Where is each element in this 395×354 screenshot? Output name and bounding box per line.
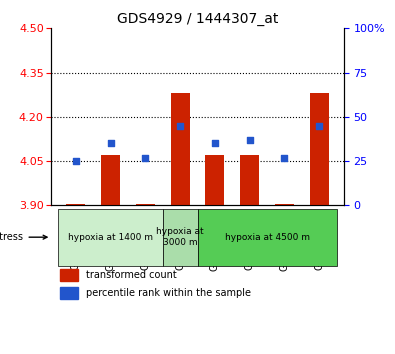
Text: hypoxia at
3000 m: hypoxia at 3000 m: [156, 228, 204, 247]
Bar: [171, 93, 190, 205]
FancyBboxPatch shape: [163, 209, 198, 266]
Text: hypoxia at 1400 m: hypoxia at 1400 m: [68, 233, 153, 242]
Text: transformed count: transformed count: [87, 270, 177, 280]
Point: [246, 137, 253, 143]
Text: percentile rank within the sample: percentile rank within the sample: [87, 288, 252, 298]
Point: [281, 155, 288, 160]
Text: hypoxia at 4500 m: hypoxia at 4500 m: [225, 233, 310, 242]
Point: [73, 158, 79, 164]
Point: [212, 141, 218, 146]
Bar: [240, 155, 259, 205]
FancyBboxPatch shape: [58, 209, 163, 266]
Point: [177, 123, 183, 129]
Bar: [310, 93, 329, 205]
Bar: [60, 287, 78, 299]
Bar: [66, 204, 85, 205]
Title: GDS4929 / 1444307_at: GDS4929 / 1444307_at: [117, 12, 278, 26]
Bar: [60, 269, 78, 281]
Text: stress: stress: [0, 232, 47, 242]
FancyBboxPatch shape: [198, 209, 337, 266]
Bar: [101, 155, 120, 205]
Point: [316, 123, 322, 129]
Bar: [205, 155, 224, 205]
Bar: [275, 204, 294, 205]
Point: [107, 141, 114, 146]
Point: [142, 155, 149, 160]
Bar: [136, 204, 155, 205]
